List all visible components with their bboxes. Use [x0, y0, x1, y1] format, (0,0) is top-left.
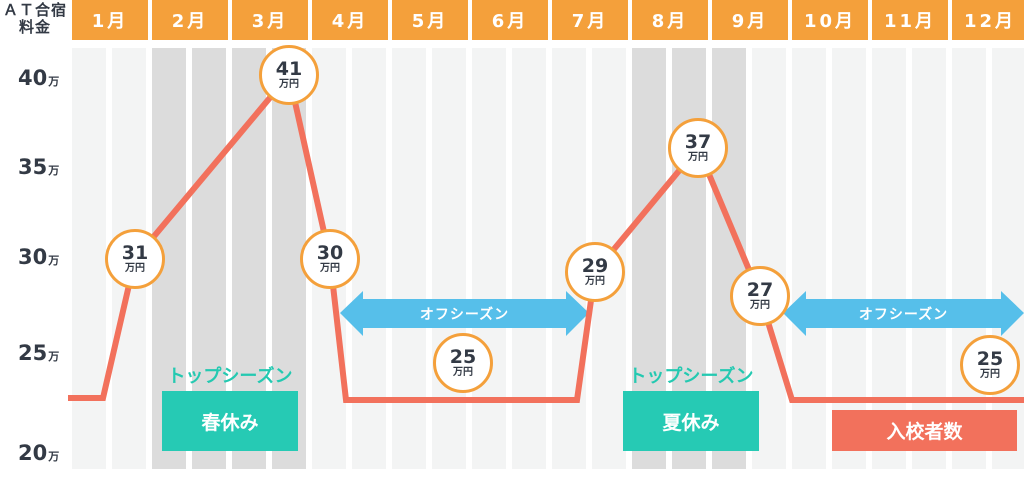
price-bubble-29: 29 万円: [565, 242, 625, 302]
month-header-2: 2月: [152, 0, 228, 40]
y-tick-40: 40万: [18, 66, 60, 90]
price-bubble-41: 41 万円: [259, 45, 319, 105]
y-tick-30: 30万: [18, 245, 60, 269]
enrollment-box: 入校者数: [832, 410, 1017, 451]
month-header-7: 7月: [552, 0, 628, 40]
y-tick-25: 25万: [18, 341, 60, 365]
off-season-arrow-2: [783, 291, 1024, 336]
price-bubble-31: 31 万円: [105, 229, 165, 289]
month-header-4: 4月: [312, 0, 388, 40]
price-bubble-25-offseason-2: 25 万円: [960, 335, 1020, 395]
y-axis-title: ＡＴ合宿 料金: [0, 2, 70, 36]
top-season-label-1: トップシーズン: [167, 366, 293, 387]
y-axis-title-line1: ＡＴ合宿: [2, 1, 67, 19]
price-bubble-27: 27 万円: [730, 266, 790, 326]
price-bubble-37: 37 万円: [668, 118, 728, 178]
month-header-9: 9月: [712, 0, 788, 40]
summer-break-box: 夏休み: [623, 391, 759, 451]
month-header-11: 11月: [872, 0, 948, 40]
price-line: [68, 68, 1024, 403]
y-axis-title-line2: 料金: [18, 18, 51, 36]
month-header-3: 3月: [232, 0, 308, 40]
y-tick-20: 20万: [18, 441, 60, 465]
spring-break-box: 春休み: [162, 391, 298, 451]
off-season-label-1: オフシーズン: [419, 307, 510, 323]
off-season-arrow-1: [340, 291, 589, 336]
month-header-6: 6月: [472, 0, 548, 40]
top-season-label-2: トップシーズン: [628, 366, 754, 387]
month-header-10: 10月: [792, 0, 868, 40]
month-header-12: 12月: [952, 0, 1024, 40]
y-tick-35: 35万: [18, 155, 60, 179]
off-season-label-2: オフシーズン: [858, 307, 949, 323]
price-bubble-25-offseason-1: 25 万円: [433, 333, 493, 393]
month-header-1: 1月: [72, 0, 148, 40]
month-header-5: 5月: [392, 0, 468, 40]
price-bubble-30: 30 万円: [300, 229, 360, 289]
month-header-8: 8月: [632, 0, 708, 40]
